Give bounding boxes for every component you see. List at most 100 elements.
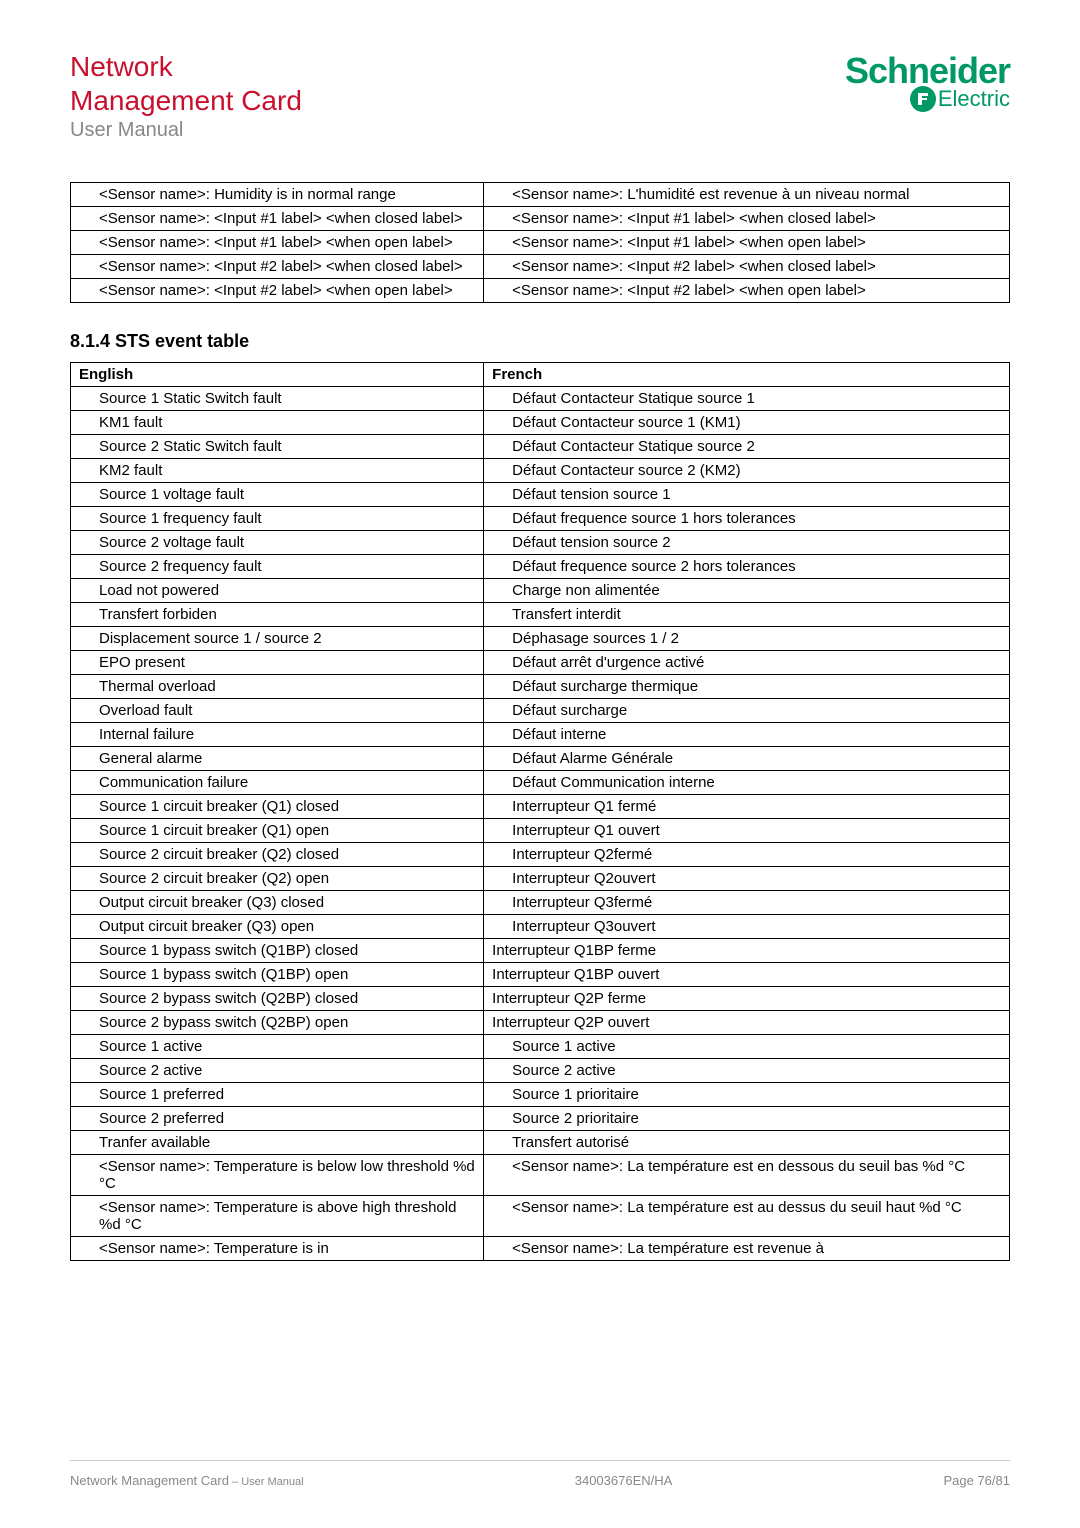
subtitle: User Manual xyxy=(70,119,302,142)
footer-usermanual: – User Manual xyxy=(229,1476,304,1488)
cell-french: Interrupteur Q1 fermé xyxy=(484,795,1010,819)
cell-english: <Sensor name>: <Input #2 label> <when cl… xyxy=(71,255,484,279)
cell-english: Source 2 voltage fault xyxy=(71,531,484,555)
cell-french: Source 2 prioritaire xyxy=(484,1107,1010,1131)
cell-english: Source 2 preferred xyxy=(71,1107,484,1131)
cell-french: <Sensor name>: <Input #1 label> <when cl… xyxy=(484,207,1010,231)
footer-page: Page 76/81 xyxy=(943,1473,1010,1488)
footer-left: Network Management Card – User Manual xyxy=(70,1473,304,1488)
table-row: KM1 faultDéfaut Contacteur source 1 (KM1… xyxy=(71,411,1010,435)
cell-english: <Sensor name>: <Input #1 label> <when op… xyxy=(71,231,484,255)
col-header-english: English xyxy=(71,363,484,387)
table-row: Source 2 bypass switch (Q2BP) closedInte… xyxy=(71,987,1010,1011)
cell-english: Load not powered xyxy=(71,579,484,603)
col-header-french: French xyxy=(484,363,1010,387)
cell-english: Transfert forbiden xyxy=(71,603,484,627)
cell-english: <Sensor name>: <Input #1 label> <when cl… xyxy=(71,207,484,231)
cell-english: Source 1 circuit breaker (Q1) open xyxy=(71,819,484,843)
table-row: Source 1 bypass switch (Q1BP) closedInte… xyxy=(71,939,1010,963)
cell-french: <Sensor name>: <Input #2 label> <when op… xyxy=(484,279,1010,303)
cell-french: Déphasage sources 1 / 2 xyxy=(484,627,1010,651)
cell-english: Communication failure xyxy=(71,771,484,795)
page-footer: Network Management Card – User Manual 34… xyxy=(70,1460,1010,1488)
cell-french: Défaut tension source 1 xyxy=(484,483,1010,507)
cell-english: Source 2 active xyxy=(71,1059,484,1083)
table-row: <Sensor name>: Temperature is above high… xyxy=(71,1196,1010,1237)
table-row: Source 2 bypass switch (Q2BP) openInterr… xyxy=(71,1011,1010,1035)
title-line1: Network xyxy=(70,50,302,84)
cell-english: <Sensor name>: Temperature is below low … xyxy=(71,1155,484,1196)
table-row: Source 1 bypass switch (Q1BP) openInterr… xyxy=(71,963,1010,987)
section-heading: 8.1.4 STS event table xyxy=(70,331,1010,352)
cell-french: Interrupteur Q3ouvert xyxy=(484,915,1010,939)
cell-english: Internal failure xyxy=(71,723,484,747)
cell-french: <Sensor name>: La température est en des… xyxy=(484,1155,1010,1196)
cell-english: General alarme xyxy=(71,747,484,771)
cell-french: <Sensor name>: La température est au des… xyxy=(484,1196,1010,1237)
cell-french: Transfert autorisé xyxy=(484,1131,1010,1155)
cell-english: Output circuit breaker (Q3) closed xyxy=(71,891,484,915)
cell-french: Interrupteur Q1BP ferme xyxy=(484,939,1010,963)
table-row: Source 1 Static Switch faultDéfaut Conta… xyxy=(71,387,1010,411)
table-row: <Sensor name>: <Input #1 label> <when cl… xyxy=(71,207,1010,231)
sensor-humidity-table: <Sensor name>: Humidity is in normal ran… xyxy=(70,182,1010,303)
cell-french: Interrupteur Q2P ouvert xyxy=(484,1011,1010,1035)
cell-french: Interrupteur Q2P ferme xyxy=(484,987,1010,1011)
table-row: Source 2 voltage faultDéfaut tension sou… xyxy=(71,531,1010,555)
cell-english: Source 2 frequency fault xyxy=(71,555,484,579)
cell-french: Transfert interdit xyxy=(484,603,1010,627)
table-row: Source 1 circuit breaker (Q1) closedInte… xyxy=(71,795,1010,819)
cell-french: Défaut Communication interne xyxy=(484,771,1010,795)
cell-english: Source 2 Static Switch fault xyxy=(71,435,484,459)
cell-english: Displacement source 1 / source 2 xyxy=(71,627,484,651)
table-row: Source 1 activeSource 1 active xyxy=(71,1035,1010,1059)
table-row: <Sensor name>: <Input #2 label> <when op… xyxy=(71,279,1010,303)
table-header-row: English French xyxy=(71,363,1010,387)
cell-english: <Sensor name>: <Input #2 label> <when op… xyxy=(71,279,484,303)
cell-french: Interrupteur Q2fermé xyxy=(484,843,1010,867)
table-row: Load not poweredCharge non alimentée xyxy=(71,579,1010,603)
cell-french: <Sensor name>: La température est revenu… xyxy=(484,1237,1010,1261)
table-row: Source 2 circuit breaker (Q2) openInterr… xyxy=(71,867,1010,891)
cell-english: <Sensor name>: Temperature is in xyxy=(71,1237,484,1261)
cell-english: Output circuit breaker (Q3) open xyxy=(71,915,484,939)
cell-french: Interrupteur Q1BP ouvert xyxy=(484,963,1010,987)
cell-french: Défaut interne xyxy=(484,723,1010,747)
cell-french: Interrupteur Q1 ouvert xyxy=(484,819,1010,843)
title-block: Network Management Card User Manual xyxy=(70,50,302,142)
table-row: Source 2 circuit breaker (Q2) closedInte… xyxy=(71,843,1010,867)
cell-french: Défaut Contacteur source 2 (KM2) xyxy=(484,459,1010,483)
cell-english: <Sensor name>: Temperature is above high… xyxy=(71,1196,484,1237)
table-row: Source 2 activeSource 2 active xyxy=(71,1059,1010,1083)
cell-french: Défaut Contacteur Statique source 2 xyxy=(484,435,1010,459)
cell-english: Source 1 bypass switch (Q1BP) open xyxy=(71,963,484,987)
table-row: Source 1 circuit breaker (Q1) openInterr… xyxy=(71,819,1010,843)
cell-english: Source 1 Static Switch fault xyxy=(71,387,484,411)
table-row: Source 1 voltage faultDéfaut tension sou… xyxy=(71,483,1010,507)
table-row: <Sensor name>: <Input #1 label> <when op… xyxy=(71,231,1010,255)
table-row: Thermal overloadDéfaut surcharge thermiq… xyxy=(71,675,1010,699)
footer-product: Network Management Card xyxy=(70,1473,229,1488)
cell-french: Défaut frequence source 2 hors tolerance… xyxy=(484,555,1010,579)
table-row: <Sensor name>: Temperature is below low … xyxy=(71,1155,1010,1196)
table-row: Overload faultDéfaut surcharge xyxy=(71,699,1010,723)
table-row: Source 1 preferredSource 1 prioritaire xyxy=(71,1083,1010,1107)
table-row: Source 2 frequency faultDéfaut frequence… xyxy=(71,555,1010,579)
logo-main: Schneider xyxy=(845,50,1010,92)
table-row: Source 2 preferredSource 2 prioritaire xyxy=(71,1107,1010,1131)
cell-english: Overload fault xyxy=(71,699,484,723)
cell-english: Source 2 circuit breaker (Q2) closed xyxy=(71,843,484,867)
table-row: Transfert forbidenTransfert interdit xyxy=(71,603,1010,627)
cell-english: Source 1 circuit breaker (Q1) closed xyxy=(71,795,484,819)
cell-french: Source 1 prioritaire xyxy=(484,1083,1010,1107)
table-row: Source 1 frequency faultDéfaut frequence… xyxy=(71,507,1010,531)
cell-french: Charge non alimentée xyxy=(484,579,1010,603)
cell-english: Source 1 active xyxy=(71,1035,484,1059)
table-row: <Sensor name>: Humidity is in normal ran… xyxy=(71,183,1010,207)
cell-french: Défaut surcharge xyxy=(484,699,1010,723)
cell-french: Interrupteur Q3fermé xyxy=(484,891,1010,915)
table-row: Tranfer availableTransfert autorisé xyxy=(71,1131,1010,1155)
schneider-logo: Schneider Electric xyxy=(845,50,1010,112)
cell-french: Défaut surcharge thermique xyxy=(484,675,1010,699)
table-row: EPO presentDéfaut arrêt d'urgence activé xyxy=(71,651,1010,675)
